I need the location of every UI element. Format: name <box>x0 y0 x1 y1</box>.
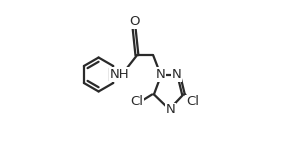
Text: N: N <box>165 103 175 116</box>
Text: O: O <box>129 15 139 28</box>
Text: Cl: Cl <box>130 95 144 108</box>
Text: N: N <box>156 68 165 81</box>
Text: N: N <box>172 68 182 81</box>
Text: NH: NH <box>109 68 129 81</box>
Text: Cl: Cl <box>186 95 199 108</box>
